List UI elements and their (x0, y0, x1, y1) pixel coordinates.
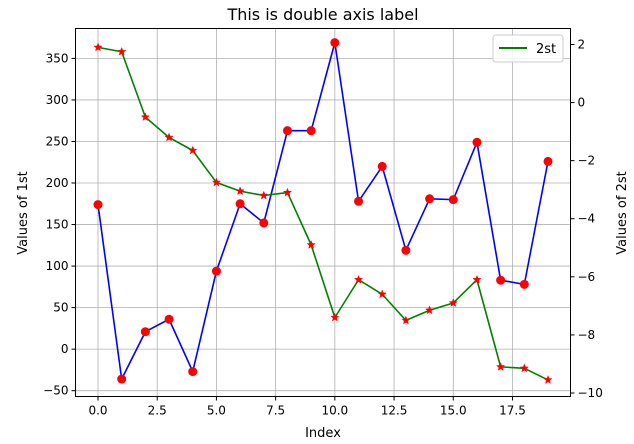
plot-frame (75, 28, 571, 397)
data-point-star (448, 298, 458, 307)
data-point-star (259, 190, 269, 200)
y-tick-label-left: 100 (46, 259, 69, 273)
y-tick-label-right: −4 (578, 212, 596, 226)
y-tick-label-left: 50 (53, 301, 68, 315)
legend: 2st (492, 34, 564, 63)
x-tick-label: 2.5 (148, 404, 167, 418)
x-tick-label: 12.5 (381, 404, 408, 418)
data-point-circle (543, 156, 553, 166)
data-point-circle (519, 279, 529, 289)
y-tick-label-right: −10 (578, 386, 603, 400)
y-tick-label-left: 150 (46, 218, 69, 232)
y-tick-label-left: 0 (61, 342, 69, 356)
y-tick-label-right: −8 (578, 328, 596, 342)
series-line-left (97, 41, 549, 380)
legend-box (492, 34, 564, 63)
y-tick-label-left: 250 (46, 134, 69, 148)
data-point-star (401, 315, 411, 325)
data-point-circle (496, 275, 506, 285)
data-point-circle (211, 266, 221, 276)
data-point-circle (235, 199, 245, 209)
y-tick-label-left: 200 (46, 176, 69, 190)
chart-title: This is double axis label (226, 5, 418, 24)
data-point-star (543, 375, 553, 384)
data-point-star (117, 46, 127, 56)
x-tick-label: 10.0 (321, 404, 348, 418)
data-point-star (519, 363, 529, 373)
data-point-star (472, 274, 482, 284)
y-tick-label-left: −50 (43, 384, 68, 398)
data-point-star (164, 132, 174, 142)
y-tick-label-left: 300 (46, 93, 69, 107)
x-tick-label: 15.0 (440, 404, 467, 418)
y-tick-label-left: 350 (46, 51, 69, 65)
y-tick-label-right: −6 (578, 270, 596, 284)
data-point-star (377, 289, 387, 299)
data-point-circle (306, 126, 316, 136)
data-point-star (188, 145, 198, 155)
data-point-circle (117, 374, 127, 384)
data-point-circle (472, 137, 482, 147)
data-point-circle (282, 126, 292, 136)
grid (75, 28, 571, 397)
data-point-circle (330, 38, 340, 48)
y-tick-label-right: 2 (578, 37, 586, 51)
data-point-star (211, 177, 222, 187)
data-point-star (140, 112, 151, 122)
data-point-star (353, 274, 364, 284)
series-line-right (97, 46, 549, 381)
x-tick-label: 5.0 (207, 404, 226, 418)
x-tick-label: 7.5 (266, 404, 285, 418)
data-point-circle (425, 194, 435, 204)
data-point-circle (448, 195, 458, 205)
y-axis-label-left: Values of 1st (16, 171, 31, 254)
data-point-circle (93, 200, 103, 210)
data-point-star (282, 187, 293, 197)
data-point-star (330, 312, 340, 322)
y-tick-label-right: 0 (578, 96, 586, 110)
data-point-circle (259, 218, 269, 228)
legend-label: 2st (536, 42, 556, 57)
x-tick-label: 17.5 (499, 404, 526, 418)
data-point-star (235, 186, 245, 196)
plot-series (93, 38, 553, 384)
data-point-star (306, 239, 316, 249)
y-tick-label-right: −2 (578, 154, 596, 168)
data-point-circle (164, 314, 174, 324)
data-point-circle (377, 161, 387, 171)
data-point-circle (401, 245, 411, 255)
data-point-circle (354, 196, 364, 206)
data-point-star (495, 361, 506, 371)
data-point-circle (140, 327, 150, 337)
x-axis-label: Index (305, 426, 341, 440)
axes: 0.0 2.5 5.0 7.5 10.0 12.5 15.0 17.5 −50 0 50 100 150… (43, 37, 603, 417)
x-tick-label: 0.0 (88, 404, 107, 418)
y-axis-label-right: Values of 2st (615, 171, 630, 254)
data-point-star (424, 305, 435, 315)
data-point-star (93, 42, 103, 52)
data-point-circle (188, 367, 198, 377)
